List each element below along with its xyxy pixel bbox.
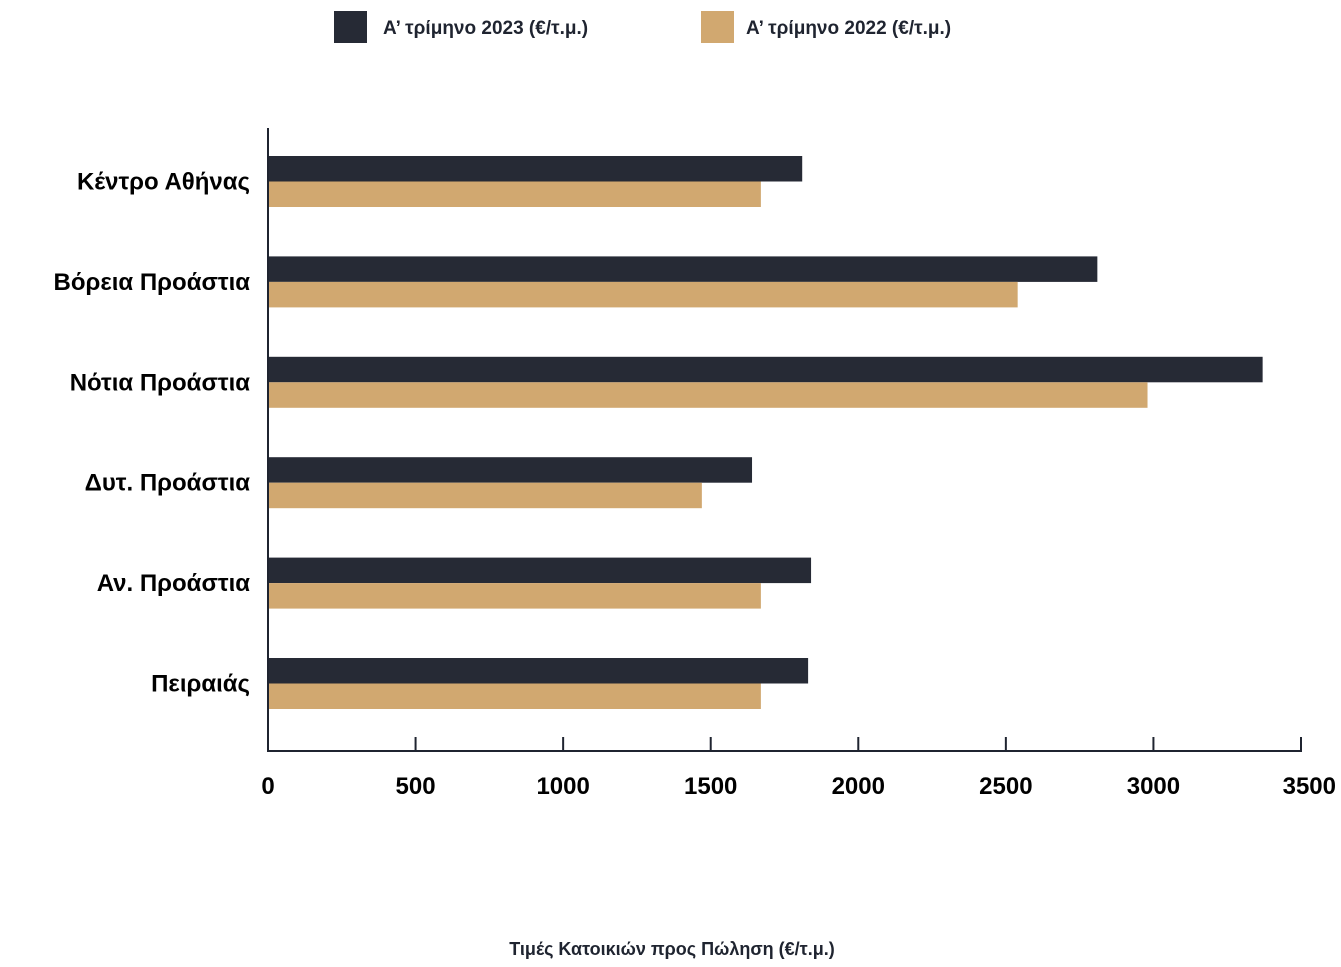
bars-group	[268, 156, 1263, 709]
x-axis-title: Τιμές Κατοικιών προς Πώληση (€/τ.μ.)	[509, 939, 834, 959]
category-labels: Κέντρο Αθήνας Βόρεια Προάστια Νότια Προάστ…	[54, 169, 251, 698]
bar-2022-2	[268, 382, 1148, 408]
category-label: Κέντρο Αθήνας	[77, 169, 250, 196]
bar-2022-5	[268, 683, 761, 709]
x-tick-label: 3000	[1127, 773, 1180, 800]
x-axis-ticks: 0 500 1000 1500 2000 2500 3000 3500	[261, 737, 1336, 800]
legend-label-2023: Α’ τρίμηνο 2023 (€/τ.μ.)	[383, 18, 588, 39]
bar-2023-1	[268, 256, 1098, 282]
category-label: Βόρεια Προάστια	[54, 269, 251, 296]
bar-2022-3	[268, 482, 702, 509]
x-tick-label: 0	[261, 773, 274, 800]
category-label: Πειραιάς	[151, 671, 250, 698]
x-tick-label: 1000	[536, 773, 589, 800]
x-tick-label: 1500	[684, 773, 737, 800]
bar-2022-4	[268, 583, 761, 609]
bar-2023-0	[268, 156, 803, 182]
category-label: Νότια Προάστια	[70, 369, 251, 396]
bar-2023-5	[268, 658, 809, 684]
bar-2023-2	[268, 356, 1263, 383]
bar-2022-0	[268, 181, 761, 207]
x-tick-label: 500	[396, 773, 436, 800]
bar-2023-4	[268, 557, 812, 584]
x-tick-label: 2000	[832, 773, 885, 800]
x-tick-label: 3500	[1283, 773, 1336, 800]
x-tick-label: 2500	[979, 773, 1032, 800]
bar-2022-1	[268, 281, 1018, 308]
legend-label-2022: Α’ τρίμηνο 2022 (€/τ.μ.)	[746, 18, 951, 39]
category-label: Αν. Προάστια	[97, 570, 251, 597]
bar-2023-3	[268, 457, 753, 483]
category-label: Δυτ. Προάστια	[85, 470, 251, 497]
legend-swatch-2023	[334, 11, 367, 43]
legend: Α’ τρίμηνο 2023 (€/τ.μ.) Α’ τρίμηνο 2022…	[334, 11, 951, 43]
legend-swatch-2022	[701, 11, 734, 43]
